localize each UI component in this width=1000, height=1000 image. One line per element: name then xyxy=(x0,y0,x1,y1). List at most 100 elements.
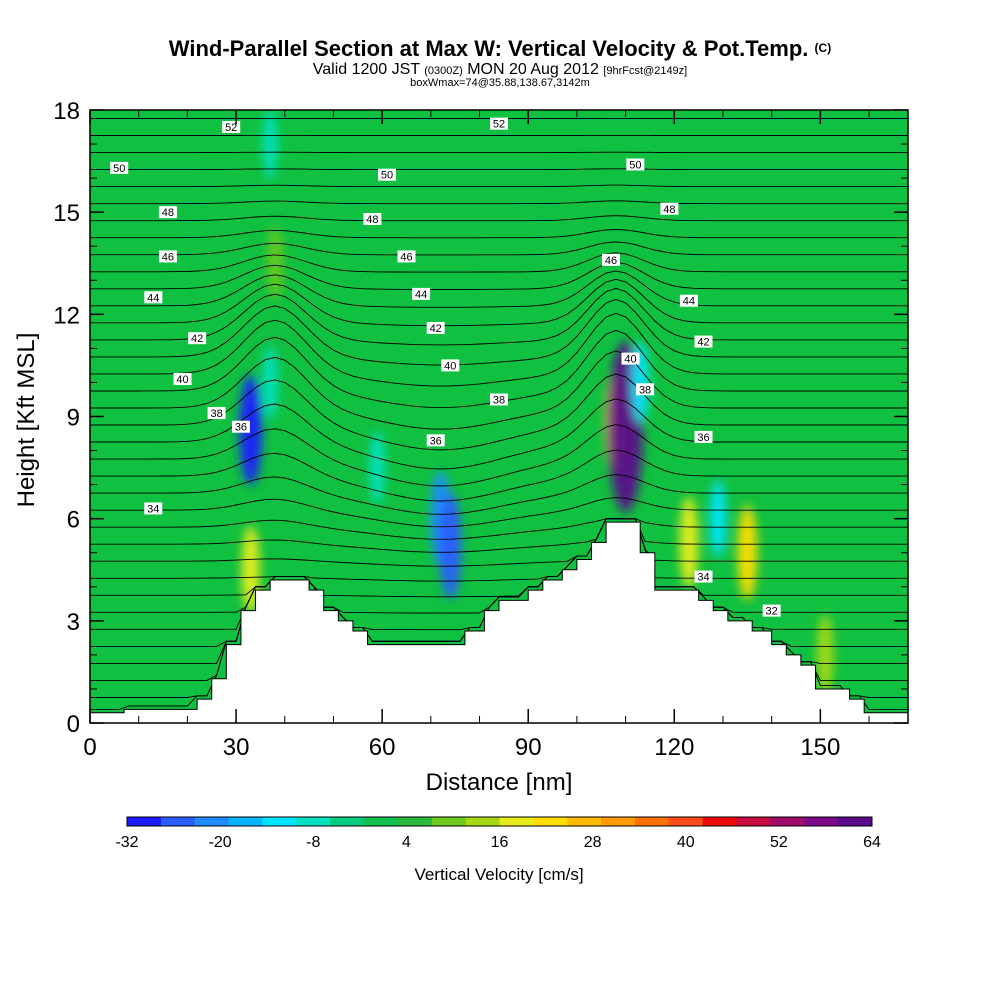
colorbar: -32 -20 -8 4 16 28 40 52 64 xyxy=(115,816,881,851)
velocity-blob-3 xyxy=(267,226,283,301)
colorbar-swatch xyxy=(160,817,196,826)
theta-contour-line xyxy=(90,229,908,239)
theta-label-38: 38 xyxy=(493,394,505,406)
theta-label-36: 36 xyxy=(697,432,709,444)
velocity-blob-11 xyxy=(679,496,699,589)
colorbar-tick-label: 52 xyxy=(770,834,788,851)
theta-label-38: 38 xyxy=(639,384,651,396)
theta-label-box xyxy=(207,407,226,420)
theta-label-box xyxy=(441,359,460,372)
theta-label-50: 50 xyxy=(629,159,641,171)
colorbar-swatch xyxy=(127,817,162,826)
colorbar-swatch xyxy=(431,817,467,826)
y-tick-label: 18 xyxy=(53,98,80,125)
theta-label-box xyxy=(188,332,207,345)
theta-contour-line xyxy=(90,215,908,222)
theta-label-48: 48 xyxy=(366,214,378,226)
y-tick-label: 0 xyxy=(67,711,80,738)
theta-contour-line xyxy=(90,518,908,553)
colorbar-swatch xyxy=(330,817,365,826)
theta-label-40: 40 xyxy=(624,354,636,366)
theta-contour-line xyxy=(90,278,908,327)
theta-label-box xyxy=(694,335,713,348)
velocity-blob-4 xyxy=(262,110,278,180)
theta-label-36: 36 xyxy=(235,422,247,434)
colorbar-swatch xyxy=(499,817,534,826)
theta-label-box xyxy=(621,352,640,365)
theta-label-38: 38 xyxy=(210,408,222,420)
theta-label-box xyxy=(110,161,129,174)
theta-label-box xyxy=(144,291,163,304)
theta-label-box xyxy=(601,253,620,266)
theta-label-44: 44 xyxy=(415,289,427,301)
chart-title-main: Wind-Parallel Section at Max W: Vertical… xyxy=(168,36,809,61)
theta-label-box xyxy=(158,250,177,263)
theta-contour-line xyxy=(90,424,908,487)
theta-label-box xyxy=(173,373,192,386)
colorbar-swatch xyxy=(228,817,263,826)
colorbar-tick-label: 64 xyxy=(863,834,881,851)
theta-label-46: 46 xyxy=(400,251,412,263)
colorbar-swatch xyxy=(465,817,500,826)
theta-label-44: 44 xyxy=(147,292,159,304)
theta-contour-line xyxy=(90,518,908,598)
theta-label-46: 46 xyxy=(605,255,617,267)
colorbar-swatch xyxy=(533,817,568,826)
colorbar-tick-label: -32 xyxy=(115,834,138,851)
theta-label-box xyxy=(490,393,508,406)
theta-label-44: 44 xyxy=(683,296,695,308)
forecast-info: [9hrFcst@2149z] xyxy=(603,65,688,77)
theta-label-42: 42 xyxy=(697,337,709,349)
colorbar-swatch xyxy=(194,817,230,826)
theta-contour-line xyxy=(90,200,908,205)
theta-contour-line xyxy=(90,497,908,528)
box-wmax-info: boxWmax=74@35.88,138.67,3142m xyxy=(410,77,590,89)
x-axis-label: Distance [nm] xyxy=(426,769,573,796)
theta-contour-line xyxy=(90,184,908,188)
x-tick-label: 0 xyxy=(83,734,96,761)
theta-label-box xyxy=(378,168,397,181)
theta-contour-line xyxy=(90,261,908,290)
y-tick-label: 12 xyxy=(53,302,80,329)
theta-label-box xyxy=(636,383,655,396)
colorbar-frame xyxy=(126,816,873,827)
theta-contour-line xyxy=(90,518,908,567)
theta-label-34: 34 xyxy=(697,572,709,584)
colorbar-swatch xyxy=(262,817,297,826)
y-tick-label: 3 xyxy=(67,609,80,636)
colorbar-swatch xyxy=(296,817,331,826)
x-tick-label: 150 xyxy=(800,734,840,761)
colorbar-swatch xyxy=(364,817,399,826)
theta-contour-line xyxy=(90,350,908,430)
colorbar-tick-label: -20 xyxy=(209,834,232,851)
theta-label-50: 50 xyxy=(381,170,393,182)
theta-contour-line xyxy=(90,168,908,171)
velocity-blob-7 xyxy=(439,492,462,600)
theta-contour-line xyxy=(90,252,908,273)
theta-contour-line xyxy=(90,287,908,346)
colorbar-tick-label: 16 xyxy=(491,834,509,851)
valid-time: Valid 1200 JST xyxy=(312,61,420,78)
theta-label-box xyxy=(694,570,713,583)
colorbar-swatch xyxy=(736,817,771,826)
theta-label-box xyxy=(660,202,679,215)
x-tick-label: 90 xyxy=(515,734,542,761)
colorbar-swatch xyxy=(634,817,670,826)
colorbar-swatch xyxy=(702,817,738,826)
theta-contour-line xyxy=(90,270,908,308)
colorbar-label: Vertical Velocity [cm/s] xyxy=(414,865,583,884)
chart-title: Wind-Parallel Section at Max W: Vertical… xyxy=(0,36,1000,62)
colorbar-tick-label: 40 xyxy=(677,834,695,851)
theta-contour-line xyxy=(90,312,908,387)
theta-label-40: 40 xyxy=(444,360,456,372)
y-tick-label: 6 xyxy=(67,507,80,534)
theta-contour-line xyxy=(90,518,908,540)
theta-label-box xyxy=(762,604,781,617)
velocity-blob-2 xyxy=(262,345,278,420)
theta-contour-line xyxy=(90,474,908,515)
terrain xyxy=(90,521,908,723)
colorbar-swatch xyxy=(770,817,805,826)
colorbar-tick-label: 4 xyxy=(402,834,411,851)
